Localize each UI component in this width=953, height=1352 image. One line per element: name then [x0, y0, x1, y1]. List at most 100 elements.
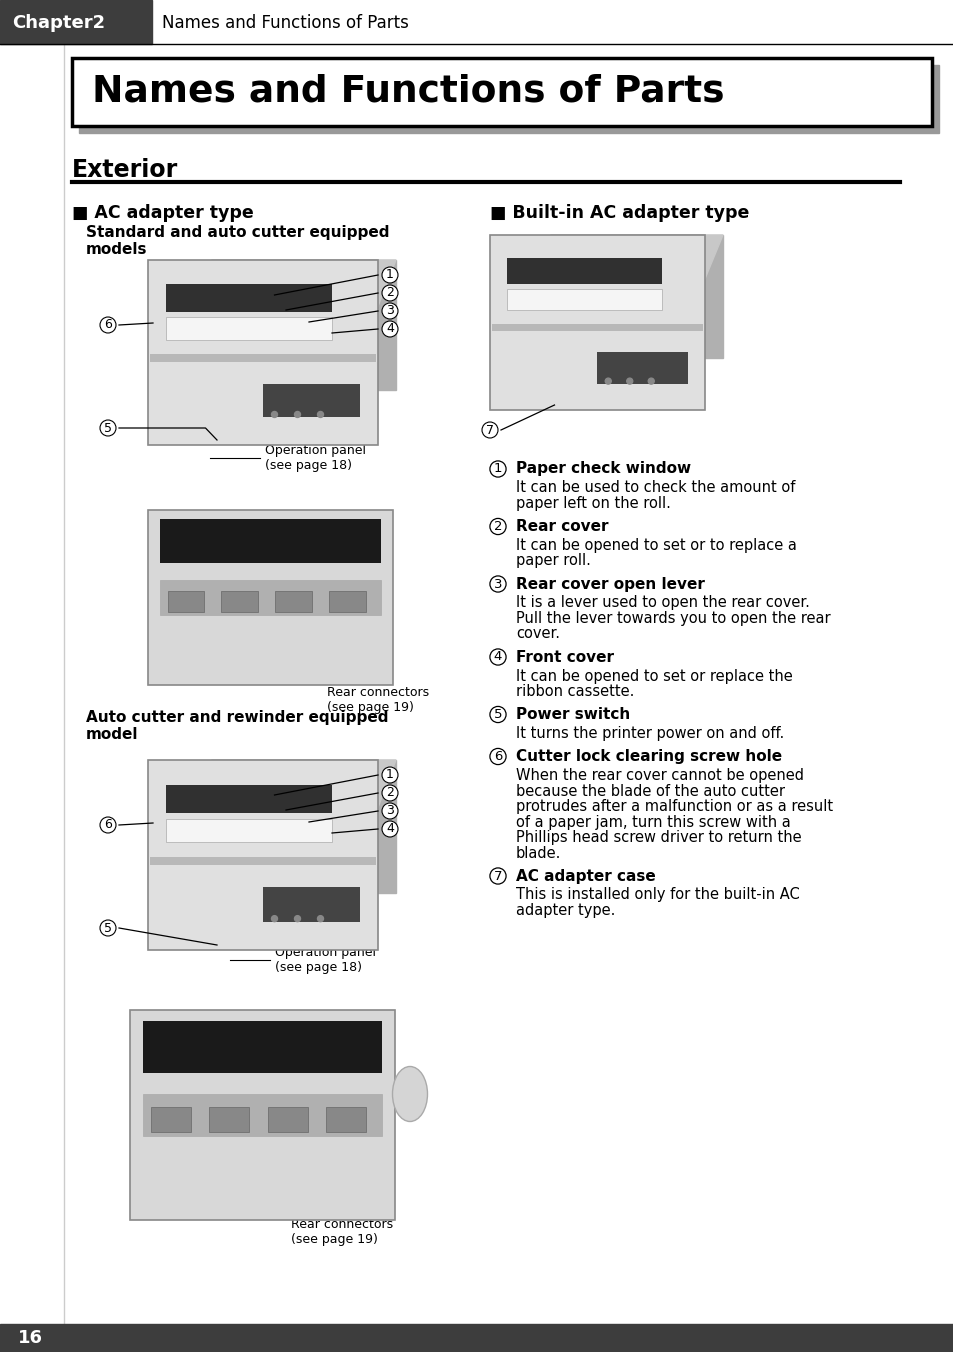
Text: Standard and auto cutter equipped
models: Standard and auto cutter equipped models	[86, 224, 389, 257]
Text: because the blade of the auto cutter: because the blade of the auto cutter	[516, 784, 784, 799]
Text: 1: 1	[386, 269, 394, 281]
Text: 4: 4	[386, 822, 394, 836]
Bar	[160, 580, 380, 615]
Bar	[151, 1106, 191, 1132]
Ellipse shape	[392, 1067, 427, 1122]
Circle shape	[317, 915, 323, 922]
Text: AC adapter case: AC adapter case	[516, 868, 655, 883]
Polygon shape	[193, 760, 395, 807]
Circle shape	[317, 411, 323, 418]
Bar	[148, 510, 393, 685]
Text: adapter type.: adapter type.	[516, 903, 615, 918]
Bar	[326, 1106, 365, 1132]
Circle shape	[604, 379, 611, 384]
Circle shape	[294, 915, 300, 922]
Bar	[166, 819, 332, 842]
Text: 5: 5	[494, 708, 501, 721]
Bar	[492, 324, 702, 331]
Text: 3: 3	[386, 804, 394, 818]
Text: protrudes after a malfunction or as a result: protrudes after a malfunction or as a re…	[516, 799, 832, 814]
Text: Names and Functions of Parts: Names and Functions of Parts	[91, 74, 723, 110]
Text: Pull the lever towards you to open the rear: Pull the lever towards you to open the r…	[516, 611, 830, 626]
Text: Phillips head screw driver to return the: Phillips head screw driver to return the	[516, 830, 801, 845]
Text: 7: 7	[485, 423, 494, 437]
Bar	[166, 318, 332, 339]
Text: 2: 2	[494, 521, 501, 533]
Bar	[268, 1106, 307, 1132]
Circle shape	[648, 379, 654, 384]
Text: This is installed only for the built-in AC: This is installed only for the built-in …	[516, 887, 799, 903]
Text: Rear connectors
(see page 19): Rear connectors (see page 19)	[308, 644, 429, 714]
Bar	[507, 289, 661, 310]
Circle shape	[272, 411, 277, 418]
Text: Auto cutter and rewinder equipped
model: Auto cutter and rewinder equipped model	[86, 710, 388, 742]
Text: 5: 5	[104, 922, 112, 934]
Bar	[150, 354, 375, 362]
Text: Cutter lock clearing screw hole: Cutter lock clearing screw hole	[516, 749, 781, 764]
Text: It can be opened to set or replace the: It can be opened to set or replace the	[516, 668, 792, 684]
Text: ■ AC adapter type: ■ AC adapter type	[71, 204, 253, 222]
Text: Exterior: Exterior	[71, 158, 178, 183]
Text: 3: 3	[494, 577, 501, 591]
Text: 1: 1	[386, 768, 394, 781]
Text: 4: 4	[386, 323, 394, 335]
Text: cover.: cover.	[516, 626, 559, 641]
Bar	[597, 353, 687, 384]
Text: 2: 2	[386, 787, 394, 799]
Text: It turns the printer power on and off.: It turns the printer power on and off.	[516, 726, 783, 741]
Text: Front cover: Front cover	[516, 649, 614, 664]
Text: Names and Functions of Parts: Names and Functions of Parts	[162, 14, 409, 32]
Bar	[168, 591, 204, 611]
Text: ■ Built-in AC adapter type: ■ Built-in AC adapter type	[490, 204, 749, 222]
Text: 6: 6	[104, 319, 112, 331]
Circle shape	[272, 915, 277, 922]
Bar	[490, 235, 704, 410]
Bar	[166, 784, 332, 813]
Circle shape	[294, 411, 300, 418]
Bar	[148, 760, 377, 950]
Text: Rear cover: Rear cover	[516, 519, 608, 534]
Text: 4: 4	[494, 650, 501, 664]
Text: It can be used to check the amount of: It can be used to check the amount of	[516, 480, 795, 495]
Polygon shape	[212, 760, 395, 894]
Bar	[71, 58, 931, 126]
Text: Paper check window: Paper check window	[516, 461, 690, 476]
Bar	[263, 384, 359, 418]
Text: 3: 3	[386, 304, 394, 318]
Text: 5: 5	[104, 422, 112, 434]
Bar	[263, 887, 359, 922]
Bar	[0, 1324, 953, 1352]
Text: When the rear cover cannot be opened: When the rear cover cannot be opened	[516, 768, 803, 783]
Bar	[166, 284, 332, 312]
Bar	[0, 0, 152, 45]
Bar	[79, 65, 938, 132]
Text: ribbon cassette.: ribbon cassette.	[516, 684, 634, 699]
Text: paper roll.: paper roll.	[516, 553, 590, 568]
Text: 7: 7	[494, 869, 501, 883]
Text: It can be opened to set or to replace a: It can be opened to set or to replace a	[516, 538, 796, 553]
Bar	[143, 1094, 381, 1136]
Text: Chapter2: Chapter2	[12, 14, 105, 32]
Text: 6: 6	[104, 818, 112, 831]
Polygon shape	[551, 235, 722, 357]
Text: blade.: blade.	[516, 845, 560, 860]
Text: 2: 2	[386, 287, 394, 300]
Text: It is a lever used to open the rear cover.: It is a lever used to open the rear cove…	[516, 595, 809, 611]
Bar	[130, 1010, 395, 1220]
Bar	[329, 591, 366, 611]
Text: 6: 6	[494, 750, 501, 763]
Text: 16: 16	[17, 1329, 43, 1347]
Bar	[507, 258, 661, 284]
Bar	[150, 857, 375, 864]
Text: Operation panel
(see page 18): Operation panel (see page 18)	[265, 443, 366, 472]
Bar	[160, 519, 380, 562]
Text: of a paper jam, turn this screw with a: of a paper jam, turn this screw with a	[516, 814, 790, 830]
Text: Rear cover open lever: Rear cover open lever	[516, 576, 704, 592]
Bar	[143, 1021, 381, 1073]
Polygon shape	[533, 235, 722, 279]
Bar	[275, 591, 312, 611]
Text: Operation panel
(see page 18): Operation panel (see page 18)	[274, 946, 375, 973]
Text: Power switch: Power switch	[516, 707, 630, 722]
Polygon shape	[193, 260, 395, 307]
Polygon shape	[212, 260, 395, 389]
